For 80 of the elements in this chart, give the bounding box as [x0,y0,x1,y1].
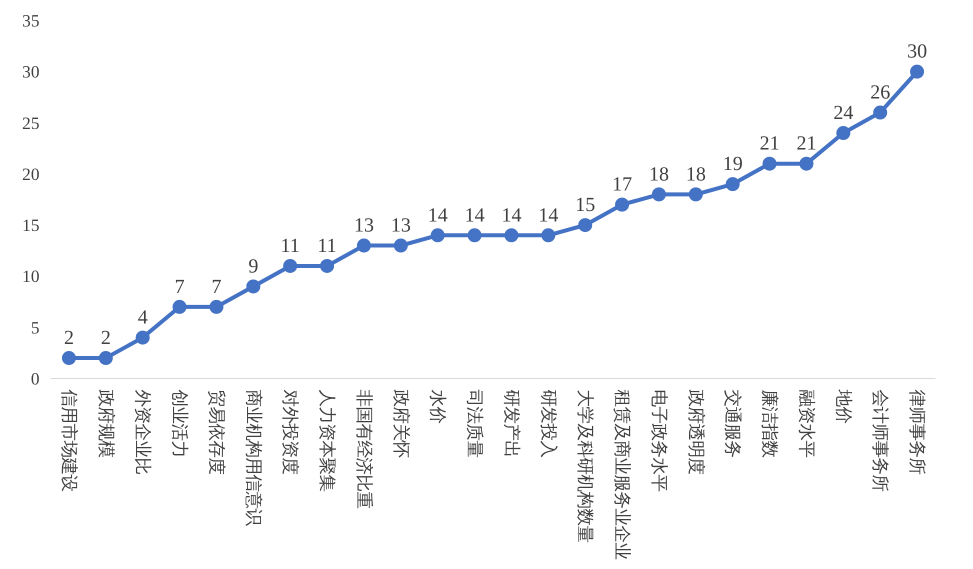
point [430,228,445,242]
data-label: 21 [796,132,816,155]
x-tick-label: 融资水平 [796,390,816,458]
x-tick-label: 律师事务所 [908,390,927,474]
x-tick-label: 人力资本聚集 [318,390,337,492]
data-label: 2 [64,327,74,350]
point [209,300,224,314]
point [873,106,888,120]
y-tick-label: 35 [22,12,40,30]
x-tick-label: 大学及科研机构数量 [576,390,595,542]
point [799,156,814,171]
data-label: 4 [138,306,148,329]
data-label: 11 [280,234,300,257]
data-label: 11 [317,234,337,257]
x-tick-label: 电子政务水平 [649,390,668,492]
data-label: 13 [390,214,411,237]
x-tick-label: 外资企业比 [133,390,152,474]
point [578,218,592,232]
y-tick-label: 0 [30,370,40,388]
data-label: 18 [648,163,669,186]
x-tick-label: 贸易依存度 [206,390,226,474]
y-tick-label: 30 [22,62,40,82]
x-tick-label: 政府透明度 [686,390,706,474]
data-label: 14 [501,204,522,226]
point [504,228,518,242]
point [172,300,187,314]
x-tick-label: 研发投入 [538,390,558,458]
point [320,259,334,273]
point [394,238,408,253]
y-tick-label: 10 [22,267,40,286]
data-label: 21 [760,132,780,155]
x-tick-label: 交通服务 [723,390,742,458]
point [98,351,113,366]
point [836,126,850,140]
data-label: 26 [870,82,890,104]
point [615,198,630,212]
data-label: 30 [907,40,928,63]
x-tick-label: 会计师事务所 [870,390,890,492]
x-tick-label: 政府规模 [96,390,116,458]
x-tick-label: 廉洁指数 [760,390,780,458]
point [246,279,260,294]
y-tick-label: 25 [22,114,40,133]
data-label: 7 [174,276,185,298]
data-label: 2 [100,327,111,350]
x-tick-label: 地价 [834,388,853,424]
point [356,238,371,253]
point [688,187,703,202]
y-tick-label: 5 [30,318,40,338]
data-label: 9 [248,255,258,278]
point [541,228,556,242]
x-tick-label: 水价 [428,390,448,424]
data-label: 13 [354,214,374,237]
x-tick-label: 对外投资度 [280,390,300,474]
point [62,351,76,366]
x-tick-label: 创业活力 [170,390,190,458]
point [136,330,150,345]
data-label: 14 [428,204,448,226]
data-label: 19 [722,153,743,176]
point [652,187,666,202]
x-tick-label: 商业机构用信意识 [244,390,263,526]
x-tick-label: 政府关怀 [391,390,410,458]
point [910,64,924,79]
x-tick-label: 租赁及商业服务业企业 [612,390,632,560]
data-label: 17 [612,174,632,196]
y-tick-label: 20 [22,164,40,184]
point [726,177,740,192]
data-label: 24 [833,102,854,124]
data-label: 15 [575,194,596,216]
x-tick-label: 非国有经济比重 [354,390,374,508]
data-label: 18 [686,163,706,186]
data-label: 14 [464,204,485,226]
x-tick-label: 研发产出 [502,390,521,458]
x-tick-label: 信用市场建设 [59,390,78,492]
point [468,228,482,242]
y-tick-label: 15 [22,216,40,236]
data-label: 14 [538,204,558,226]
x-tick-label: 司法质量 [465,390,484,458]
point [283,259,298,273]
data-label: 7 [211,276,222,298]
point [762,156,777,171]
